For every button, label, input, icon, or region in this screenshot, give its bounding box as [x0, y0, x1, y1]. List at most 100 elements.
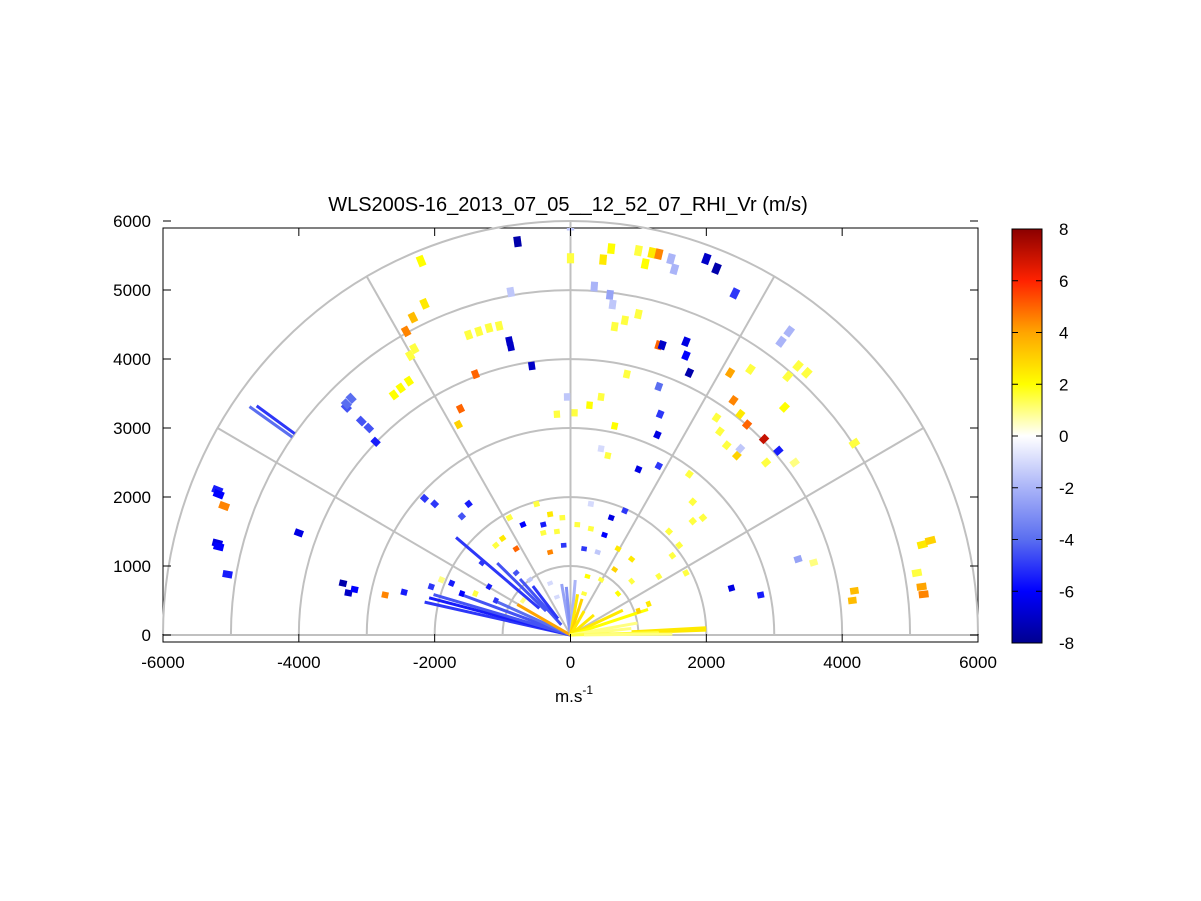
data-point [701, 252, 712, 266]
y-tick-label: 5000 [113, 281, 151, 300]
data-point [455, 403, 466, 414]
data-point [457, 512, 467, 521]
data-point [684, 469, 694, 479]
data-point [647, 246, 657, 259]
data-point [458, 590, 466, 598]
data-point [447, 579, 456, 587]
data-point [419, 297, 430, 310]
data-point [611, 566, 619, 573]
data-point [653, 430, 662, 440]
data-point [587, 500, 595, 508]
data-point [527, 361, 536, 371]
data-point [470, 369, 480, 380]
x-tick-label: 2000 [687, 653, 725, 672]
data-point [741, 419, 753, 430]
x-axis-label: m.s-1 [555, 683, 593, 706]
data-point [505, 513, 514, 522]
data-point [506, 341, 515, 352]
data-point [655, 572, 663, 581]
data-point [666, 253, 676, 265]
data-point [563, 393, 571, 401]
y-tick-label: 6000 [113, 212, 151, 231]
data-point [566, 253, 575, 264]
data-point [783, 325, 796, 338]
data-point [519, 597, 527, 604]
x-axis-label-base: m.s [555, 687, 582, 706]
data-point [474, 326, 484, 337]
data-point [675, 541, 684, 550]
data-point [698, 513, 708, 523]
data-point [614, 590, 622, 598]
y-tick-label: 1000 [113, 557, 151, 576]
data-point [539, 521, 547, 528]
y-tick-label: 2000 [113, 488, 151, 507]
grid-spoke [217, 427, 572, 636]
data-point [620, 315, 629, 326]
y-tick-label: 3000 [113, 419, 151, 438]
data-point [793, 554, 803, 564]
data-point [472, 590, 479, 598]
y-axis: 0 1000 2000 3000 4000 5000 6000 [113, 212, 978, 645]
data-point [506, 286, 516, 298]
x-tick-label: -6000 [141, 653, 184, 672]
data-point [640, 258, 650, 270]
data-ray [433, 593, 571, 637]
data-point [604, 451, 612, 460]
data-point [681, 336, 691, 348]
data-point [580, 546, 588, 552]
colorbar-tick-label: -8 [1059, 634, 1074, 653]
data-point [657, 340, 667, 351]
colorbar: -8 -6 -4 -2 0 2 4 6 8 [1011, 220, 1074, 653]
data-point [546, 549, 554, 556]
data-ray [570, 607, 649, 637]
data-point [610, 321, 619, 332]
grid-spoke [569, 427, 924, 636]
data-ray [255, 404, 296, 435]
colorbar-tick-label: 0 [1059, 427, 1068, 446]
data-point [485, 583, 493, 591]
data-point [403, 375, 415, 387]
data-point [621, 507, 629, 515]
data-point [345, 392, 357, 405]
data-point [430, 499, 440, 509]
data-point [654, 248, 664, 261]
y-tick-label: 4000 [113, 350, 151, 369]
data-point [924, 535, 937, 546]
colorbar-tick-label: 6 [1059, 272, 1068, 291]
data-point [847, 596, 857, 605]
data-point [409, 342, 420, 355]
data-point [464, 499, 473, 509]
data-point [789, 457, 800, 468]
data-point [633, 244, 643, 257]
data-point [388, 389, 400, 401]
data-point [627, 555, 636, 563]
data-point [400, 325, 412, 338]
data-point [668, 551, 677, 560]
data-point [212, 489, 225, 500]
data-point [560, 542, 567, 548]
data-point [724, 367, 736, 379]
data-ray [455, 536, 541, 610]
data-point [437, 576, 446, 584]
grid-spoke [365, 275, 572, 636]
data-point [800, 366, 813, 379]
data-point [782, 370, 794, 383]
data-point [574, 521, 581, 528]
data-point [614, 545, 622, 553]
data-point [688, 516, 698, 526]
data-point [404, 349, 416, 362]
data-point [756, 591, 765, 599]
data-point [916, 582, 927, 591]
data-point [682, 569, 690, 577]
data-point [721, 440, 732, 451]
data-ray [516, 603, 572, 637]
data-point [745, 363, 756, 376]
x-axis-label-exponent: -1 [582, 683, 593, 697]
data-point [654, 381, 664, 392]
x-tick-label: -4000 [277, 653, 320, 672]
data-point [553, 528, 561, 535]
data-point [645, 600, 652, 608]
data-point [494, 320, 504, 332]
data-point [808, 558, 819, 567]
